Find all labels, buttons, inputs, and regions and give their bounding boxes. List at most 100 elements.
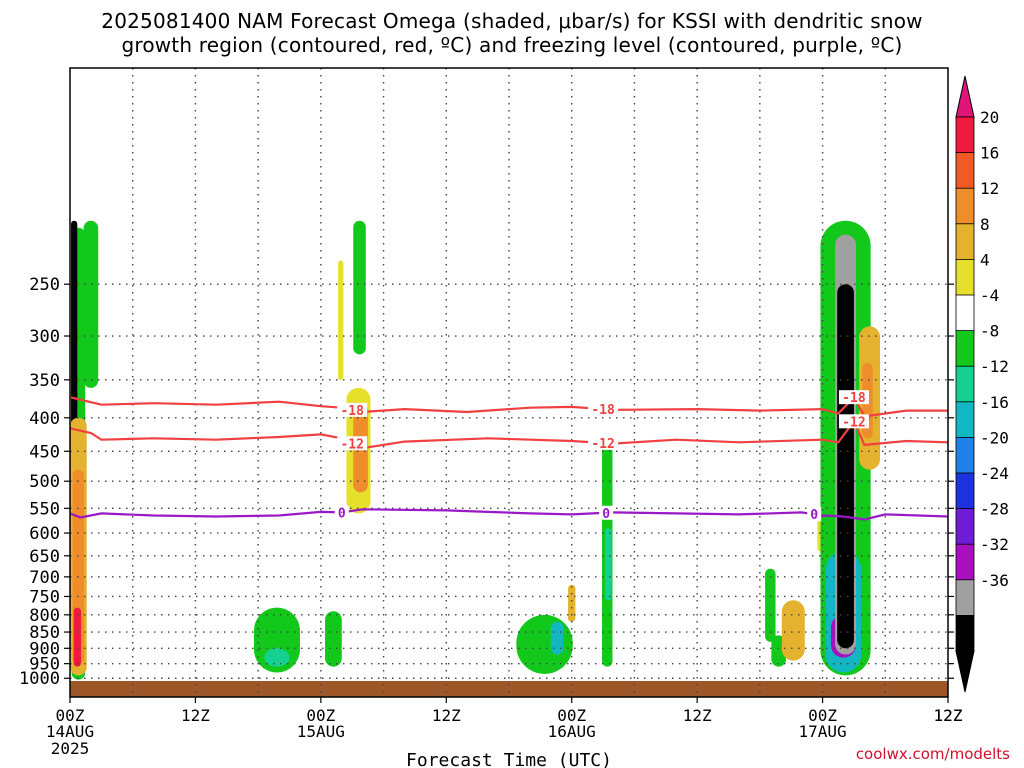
x-tick-sublabel: 14AUG	[46, 722, 94, 741]
y-tick-label: 650	[29, 547, 60, 567]
y-tick-label: 900	[29, 639, 60, 659]
contour-label-bg	[838, 414, 869, 429]
y-tick-label: 700	[29, 568, 60, 588]
contour-label-bg	[807, 507, 822, 522]
colorbar-label: -24	[980, 464, 1009, 483]
contour-label-bg	[334, 505, 349, 520]
contour-label: -18	[591, 403, 615, 418]
colorbar-label: -4	[980, 286, 999, 305]
contour-label-bg	[838, 390, 869, 405]
y-tick-label: 450	[29, 442, 60, 462]
y-tick-label: 400	[29, 409, 60, 429]
x-tick-sublabel: 2025	[51, 739, 90, 758]
contour-label: -18	[340, 404, 364, 419]
contour-line-2	[70, 508, 948, 521]
contour-label: 0	[338, 506, 346, 521]
contour-label-bg	[599, 505, 614, 520]
y-tick-label: 1000	[19, 669, 60, 689]
chart-title-line-1: 2025081400 NAM Forecast Omega (shaded, μ…	[101, 9, 923, 33]
x-tick-sublabel: 16AUG	[548, 722, 596, 741]
colorbar-label: 12	[980, 179, 999, 198]
colorbar-label: -20	[980, 428, 1009, 447]
y-tick-label: 250	[29, 275, 60, 295]
y-tick-label: 300	[29, 327, 60, 347]
omega-region-4	[73, 607, 81, 667]
x-axis-title: Forecast Time (UTC)	[406, 750, 612, 768]
colorbar-bottom-cap	[955, 650, 975, 693]
colorbar-swatch-2	[955, 187, 975, 225]
contour-label-bg	[337, 402, 368, 417]
colorbar-label: -16	[980, 393, 1009, 412]
omega-region-17	[605, 528, 612, 601]
colorbar-swatch-13	[955, 579, 975, 617]
y-tick-label: 850	[29, 623, 60, 643]
y-tick-label: 600	[29, 524, 60, 544]
colorbar-swatch-11	[955, 508, 975, 546]
y-tick-label: 950	[29, 655, 60, 675]
contour-label: -12	[591, 437, 614, 452]
colorbar-swatch-14	[955, 615, 975, 652]
colorbar-swatch-10	[955, 472, 975, 510]
colorbar-swatch-7	[955, 365, 975, 403]
x-tick-label: 12Z	[934, 706, 963, 725]
plot-frame	[69, 67, 949, 698]
ground-strip	[70, 681, 948, 697]
colorbar-swatch-0	[955, 116, 975, 154]
omega-region-26	[837, 284, 854, 649]
contour-label-bg	[337, 436, 368, 451]
colorbar-swatch-9	[955, 436, 975, 474]
contour-label: -12	[842, 415, 865, 430]
omega-region-20	[781, 600, 805, 661]
omega-region-13	[516, 614, 573, 674]
contour-label: 0	[602, 507, 610, 522]
y-tick-label: 500	[29, 472, 60, 492]
plot-area: -18 -18 -18 -12 -12 -12 0 0 0	[70, 68, 948, 697]
y-tick-label: 350	[29, 371, 60, 391]
x-tick-sublabel: 15AUG	[297, 722, 345, 741]
colorbar-label: -12	[980, 357, 1009, 376]
omega-region-8	[325, 611, 342, 667]
omega-region-15	[568, 584, 576, 622]
y-tick-label: 800	[29, 606, 60, 626]
plot-background	[70, 68, 948, 697]
colorbar-label: 16	[980, 144, 999, 163]
colorbar-label: -32	[980, 535, 1009, 554]
colorbar-swatch-12	[955, 543, 975, 581]
x-tick-label: 00Z	[557, 706, 586, 725]
colorbar-swatch-8	[955, 401, 975, 439]
y-tick-label: 550	[29, 499, 60, 519]
x-tick-label: 12Z	[181, 706, 210, 725]
omega-region-9	[338, 260, 344, 380]
omega-region-5	[83, 220, 99, 388]
contour-label-bg	[588, 435, 619, 450]
colorbar-swatch-5	[955, 294, 975, 332]
x-tick-label: 12Z	[432, 706, 461, 725]
colorbar-top-cap	[955, 75, 975, 118]
colorbar-swatch-3	[955, 223, 975, 261]
colorbar-label: -8	[980, 322, 999, 341]
colorbar-swatch-4	[955, 258, 975, 296]
omega-region-18	[765, 568, 776, 642]
contour-label: 0	[810, 508, 818, 523]
x-tick-label: 00Z	[306, 706, 335, 725]
x-tick-sublabel: 17AUG	[798, 722, 846, 741]
contour-label-bg	[588, 402, 619, 417]
x-tick-label: 00Z	[56, 706, 85, 725]
omega-region-10	[353, 220, 366, 355]
colorbar-label: 20	[980, 108, 999, 127]
y-tick-label: 750	[29, 587, 60, 607]
colorbar-swatch-1	[955, 152, 975, 190]
colorbar-swatch-6	[955, 330, 975, 368]
x-tick-label: 00Z	[808, 706, 837, 725]
colorbar-label: -28	[980, 500, 1009, 519]
colorbar-label: -36	[980, 571, 1009, 590]
chart-title-line-2: growth region (contoured, red, ºC) and f…	[121, 33, 903, 57]
colorbar-label: 4	[980, 250, 990, 269]
site-credit: coolwx.com/modelts	[855, 745, 1010, 763]
colorbar-label: 8	[980, 215, 990, 234]
x-tick-label-end: 12Z	[934, 706, 963, 725]
omega-region-7	[264, 648, 290, 667]
contour-label: -12	[340, 437, 363, 452]
